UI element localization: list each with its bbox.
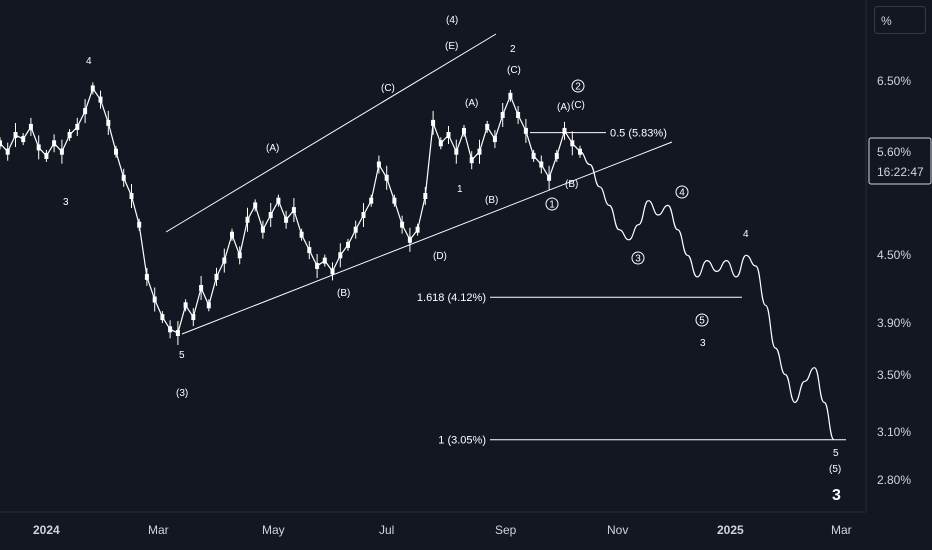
wave-label: 5: [179, 350, 185, 361]
wave-label: (A): [557, 102, 570, 113]
circled-label: 5: [695, 313, 709, 327]
x-tick-label: Mar: [148, 523, 169, 537]
wave-label: 4: [86, 56, 92, 67]
wave-label: (E): [445, 41, 458, 52]
x-tick-label: 2024: [33, 523, 60, 537]
wave-label: (D): [433, 251, 447, 262]
wave-label: (B): [565, 179, 578, 190]
x-tick-label: 2025: [717, 523, 744, 537]
wave-annotations: 4 3 5 (3) (A) (B) (C) (D) (E) (4) 1 2 (A…: [63, 15, 841, 504]
projection-line: [579, 151, 835, 441]
wave-label: 3: [832, 487, 841, 504]
x-axis: 2024 Mar May Jul Sep Nov 2025 Mar: [33, 523, 852, 537]
x-tick-label: Nov: [607, 523, 628, 537]
percent-scale-button[interactable]: %: [874, 6, 926, 34]
y-tick-label: 4.50%: [877, 248, 911, 262]
wave-label: (C): [507, 65, 521, 76]
y-tick-label: 3.50%: [877, 368, 911, 382]
current-price-box: 5.60% 16:22:47: [868, 137, 932, 185]
wave-label: 4: [743, 229, 749, 240]
x-tick-label: Mar: [831, 523, 852, 537]
circled-wave-labels: 1 2 3 4 5: [545, 79, 709, 327]
y-tick-label: 3.10%: [877, 425, 911, 439]
candle-body: [0, 140, 2, 147]
wave-label: (4): [446, 15, 458, 26]
x-tick-label: Sep: [495, 523, 517, 537]
countdown-timer: 16:22:47: [877, 165, 924, 179]
wave-label: (3): [176, 388, 188, 399]
y-tick-label: 2.80%: [877, 473, 911, 487]
x-tick-label: Jul: [379, 523, 394, 537]
circled-label: 3: [631, 251, 645, 265]
fib-label: 0.5 (5.83%): [610, 128, 667, 140]
svg-text:5: 5: [699, 316, 705, 327]
fib-label: 1.618 (4.12%): [417, 292, 486, 304]
circled-label: 2: [571, 79, 585, 93]
y-tick-label: 6.50%: [877, 74, 911, 88]
fib-levels: 0.5 (5.83%) 1.618 (4.12%) 1 (3.05%): [417, 128, 846, 447]
svg-text:1: 1: [549, 200, 555, 211]
wave-label: (B): [337, 288, 350, 299]
price-line: [0, 87, 581, 334]
wave-label: 3: [700, 338, 706, 349]
current-price-value: 5.60%: [877, 145, 911, 159]
wave-label: 3: [63, 197, 69, 208]
fib-label: 1 (3.05%): [438, 435, 486, 447]
channel-upper-line: [165, 33, 497, 233]
circled-label: 1: [545, 197, 559, 211]
y-axis: 6.50% 4.50% 3.90% 3.50% 3.10% 2.80%: [877, 74, 911, 487]
y-tick-label: 3.90%: [877, 316, 911, 330]
wave-label: 5: [833, 448, 839, 459]
wave-label: (B): [485, 195, 498, 206]
svg-text:3: 3: [635, 254, 641, 265]
wave-label: (A): [266, 143, 279, 154]
svg-text:4: 4: [679, 188, 685, 199]
x-tick-label: May: [262, 523, 285, 537]
wave-label: 2: [510, 44, 516, 55]
circled-label: 4: [675, 185, 689, 199]
wave-label: 1: [457, 184, 463, 195]
wave-label: (5): [829, 464, 841, 475]
wave-label: (A): [465, 98, 478, 109]
svg-text:2: 2: [575, 82, 581, 93]
channel-lower-line: [181, 141, 673, 335]
wave-label: (C): [571, 100, 585, 111]
wave-label: (C): [381, 83, 395, 94]
